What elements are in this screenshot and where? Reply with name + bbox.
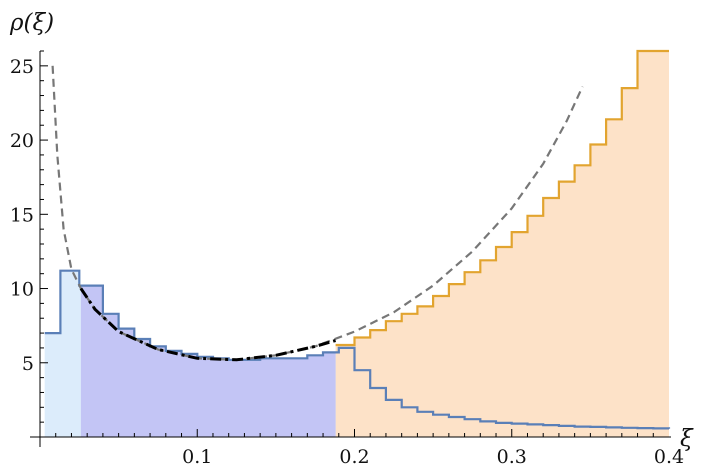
y-axis-label: ρ(ξ) (9, 10, 54, 36)
y-tick-label: 25 (10, 56, 34, 78)
data-lines (44, 49, 671, 430)
x-tick-label: 0.1 (182, 446, 212, 468)
fill-regions (44, 51, 669, 437)
highlight-region-fill (80, 285, 336, 437)
y-tick-label: 10 (10, 279, 34, 301)
x-axis-label: ξ (680, 426, 694, 452)
orange-histogram-fill (335, 51, 669, 437)
y-tick-label: 15 (10, 204, 34, 226)
black-dashdot-curve (79, 287, 337, 362)
x-tick-label: 0.3 (497, 446, 527, 468)
y-tick-label: 20 (10, 130, 34, 152)
blue-histogram-line (44, 269, 671, 430)
grey-dashed-curve (51, 65, 584, 361)
x-tick-label: 0.2 (339, 446, 369, 468)
axis-ticks: 0.1 0.2 0.3 0.4 5 10 15 20 25 (10, 50, 684, 468)
orange-histogram-line (335, 49, 669, 347)
x-tick-label: 0.4 (654, 446, 684, 468)
y-tick-label: 5 (22, 353, 34, 375)
axes (30, 51, 671, 447)
